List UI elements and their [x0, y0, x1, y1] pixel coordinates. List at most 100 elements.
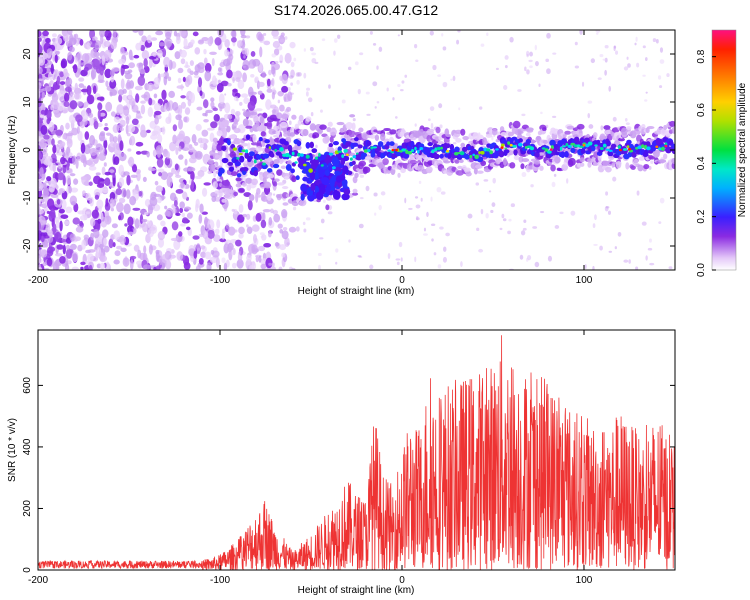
spectrogram-high-blob	[291, 151, 295, 156]
spectrogram-core-blob	[353, 137, 359, 142]
spectrogram-faint-spot	[287, 87, 291, 91]
spectrogram-noise-blob	[117, 124, 124, 129]
spectrogram-noise-blob	[147, 204, 154, 215]
spectrogram-noise-blob	[90, 217, 96, 227]
spectrogram-noise-blob	[179, 30, 187, 38]
spectrogram-noise-blob	[88, 162, 96, 167]
spectrogram-noise-blob	[164, 157, 171, 166]
spectrogram-faint-spot	[450, 78, 453, 81]
spectrogram-halo-blob	[222, 119, 229, 126]
spectrogram-noise-blob	[114, 250, 121, 257]
spectrogram-faint-spot	[259, 232, 265, 236]
spectrogram-halo-blob	[216, 130, 223, 137]
spectrogram-high-blob	[337, 150, 343, 154]
spectrogram-noise-blob	[248, 264, 255, 270]
spectrogram-noise-blob	[49, 80, 54, 86]
spectrogram-core-blob	[258, 136, 263, 142]
spectrogram-noise-blob	[133, 244, 140, 252]
spectrogram-noise-blob	[227, 226, 236, 236]
spectrogram-halo-blob	[264, 181, 272, 189]
snr-x-tick-label: -100	[210, 575, 230, 586]
spectrogram-noise-blob	[199, 90, 203, 97]
spectrogram-halo-blob	[256, 140, 262, 146]
spectrogram-noise-blob	[38, 81, 42, 91]
spectrogram-high-blob	[367, 149, 371, 153]
spectrogram-noise-blob	[196, 106, 203, 111]
spectrogram-faint-spot	[647, 247, 653, 251]
spectrogram-noise-blob	[104, 68, 112, 79]
spectrogram-faint-spot	[592, 265, 595, 270]
spectrogram-faint-spot	[322, 199, 326, 204]
spectrogram-noise-blob	[143, 264, 151, 270]
spectrogram-halo-blob	[491, 128, 498, 136]
spectrogram-noise-blob	[179, 207, 184, 214]
spectrogram-noise-blob	[202, 143, 208, 151]
spectrogram-faint-spot	[476, 227, 480, 231]
colorbar-tick-label: 0.6	[696, 103, 707, 117]
spectrogram-halo-blob	[352, 192, 359, 196]
spectrogram-noise-blob	[38, 44, 43, 55]
spectrogram-high-blob	[268, 146, 272, 150]
spectrogram-halo-blob	[562, 134, 567, 138]
spectrogram-faint-spot	[553, 173, 557, 177]
spectrogram-noise-blob	[168, 90, 176, 99]
spectrogram-noise-blob	[161, 254, 168, 264]
spectrogram-faint-spot	[302, 221, 306, 226]
spectrogram-noise-blob	[57, 172, 65, 181]
spectrogram-faint-spot	[352, 117, 356, 122]
spectrogram-halo-blob	[260, 195, 269, 202]
spectrogram-noise-blob	[58, 188, 66, 194]
spectrogram-noise-blob	[42, 30, 49, 37]
spectrogram-noise-blob	[201, 211, 208, 215]
spectrogram-high-blob	[253, 159, 257, 164]
spectrogram-noise-blob	[41, 198, 45, 203]
spectrogram-high-blob	[573, 144, 578, 148]
spectrogram-noise-blob	[86, 94, 95, 105]
spectrogram-faint-spot	[627, 63, 631, 68]
spectrogram-noise-blob	[38, 67, 43, 74]
spectrogram-core-blob	[564, 150, 569, 158]
spectrogram-noise-blob	[267, 230, 272, 238]
spectrogram-faint-spot	[319, 237, 324, 240]
spectrogram-faint-spot	[524, 66, 527, 72]
spectrogram-noise-blob	[72, 64, 78, 74]
spectrogram-noise-blob	[77, 244, 83, 252]
spectrogram-faint-spot	[408, 207, 413, 210]
spectrogram-faint-spot	[546, 68, 551, 75]
spectrogram-noise-blob	[57, 162, 62, 170]
spectrogram-noise-blob	[129, 255, 137, 260]
spectrogram-noise-blob	[222, 128, 228, 139]
spectrogram-faint-spot	[488, 190, 492, 193]
spectrogram-noise-blob	[177, 133, 185, 140]
spectrogram-halo-blob	[291, 175, 297, 183]
spectrogram-noise-blob	[248, 64, 254, 69]
spectrogram-halo-blob	[533, 159, 541, 165]
spectrogram-halo-blob	[458, 159, 464, 164]
spectrogram-halo-blob	[208, 163, 216, 172]
spectrogram-noise-blob	[277, 223, 283, 229]
spectrogram-noise-blob	[189, 60, 195, 66]
spectrogram-faint-spot	[262, 33, 267, 36]
colorbar-ticks: 0.0 0.2 0.4 0.6 0.8	[696, 49, 716, 277]
spectrogram-halo-blob	[643, 163, 650, 170]
spectrogram-noise-blob	[212, 181, 218, 189]
spectrogram-faint-spot	[293, 57, 297, 62]
spectrogram-noise-blob	[260, 263, 267, 270]
spectrogram-faint-spot	[604, 69, 607, 76]
spectrogram-faint-spot	[380, 191, 386, 196]
spectrogram-faint-spot	[612, 116, 617, 122]
spectrogram-faint-spot	[372, 81, 378, 87]
spectrogram-core-blob	[357, 144, 363, 149]
spectrogram-faint-spot	[644, 99, 648, 102]
spectrogram-high-blob	[414, 146, 417, 151]
spectrogram-noise-blob	[38, 55, 46, 66]
spectrogram-noise-blob	[69, 168, 73, 174]
spectrogram-noise-blob	[279, 229, 284, 234]
spectrogram-halo-blob	[554, 156, 561, 164]
spectrogram-noise-blob	[197, 77, 203, 88]
spectrogram-faint-spot	[522, 227, 527, 231]
spectrogram-faint-spot	[414, 196, 419, 199]
spectrogram-noise-blob	[118, 152, 127, 162]
spectrogram-noise-blob	[155, 30, 164, 36]
spectrogram-high-blob	[314, 156, 318, 160]
